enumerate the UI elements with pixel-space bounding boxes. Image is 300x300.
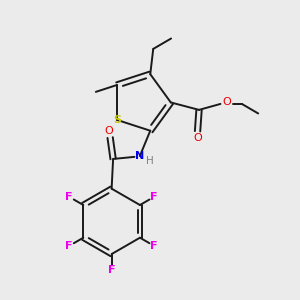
Text: N: N — [135, 151, 145, 161]
Text: F: F — [150, 192, 158, 202]
Text: F: F — [65, 192, 73, 202]
Text: H: H — [146, 156, 153, 166]
Text: O: O — [104, 126, 113, 136]
Text: O: O — [223, 98, 231, 107]
Text: O: O — [193, 133, 202, 143]
Text: F: F — [150, 241, 158, 251]
Text: F: F — [108, 266, 116, 275]
Text: F: F — [65, 241, 73, 251]
Text: S: S — [113, 115, 121, 125]
